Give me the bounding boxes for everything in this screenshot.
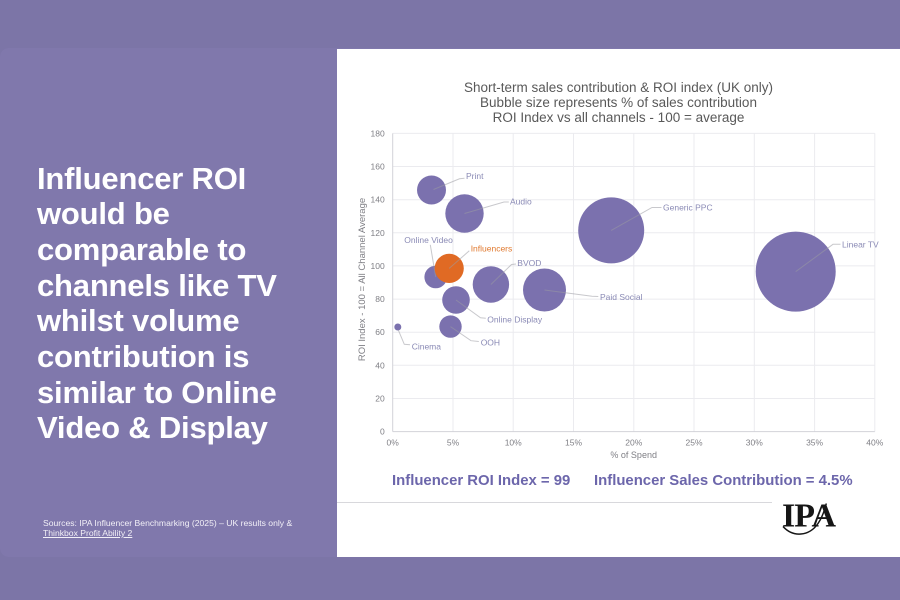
svg-text:140: 140 bbox=[371, 195, 385, 205]
svg-text:0: 0 bbox=[380, 427, 385, 437]
svg-text:Online Display: Online Display bbox=[487, 315, 543, 325]
svg-text:ROI Index - 100 = All Channel: ROI Index - 100 = All Channel Average bbox=[357, 198, 368, 361]
svg-text:180: 180 bbox=[371, 128, 385, 138]
svg-text:BVOD: BVOD bbox=[517, 258, 541, 268]
svg-text:40: 40 bbox=[375, 360, 385, 370]
svg-text:Cinema: Cinema bbox=[412, 342, 442, 352]
svg-text:Online Video: Online Video bbox=[404, 235, 453, 245]
svg-text:15%: 15% bbox=[565, 438, 582, 448]
svg-text:Paid Social: Paid Social bbox=[600, 292, 643, 302]
svg-text:Generic PPC: Generic PPC bbox=[663, 203, 713, 213]
svg-text:20: 20 bbox=[375, 394, 385, 404]
svg-text:Audio: Audio bbox=[510, 197, 532, 207]
svg-text:5%: 5% bbox=[447, 438, 460, 448]
svg-text:10%: 10% bbox=[505, 438, 522, 448]
svg-text:60: 60 bbox=[375, 327, 385, 337]
svg-text:80: 80 bbox=[375, 294, 385, 304]
svg-text:40%: 40% bbox=[866, 438, 883, 448]
svg-text:35%: 35% bbox=[806, 438, 823, 448]
svg-text:IPA: IPA bbox=[782, 498, 836, 535]
svg-text:% of Spend: % of Spend bbox=[610, 450, 657, 460]
svg-text:Influencers: Influencers bbox=[471, 244, 513, 254]
svg-text:25%: 25% bbox=[685, 438, 702, 448]
svg-text:20%: 20% bbox=[625, 438, 642, 448]
svg-text:30%: 30% bbox=[746, 438, 763, 448]
svg-text:Linear TV: Linear TV bbox=[842, 240, 879, 250]
svg-text:Print: Print bbox=[466, 171, 484, 181]
svg-text:100: 100 bbox=[371, 261, 385, 271]
svg-text:OOH: OOH bbox=[481, 338, 500, 348]
svg-text:160: 160 bbox=[371, 162, 385, 172]
svg-text:0%: 0% bbox=[387, 438, 400, 448]
svg-text:120: 120 bbox=[371, 228, 385, 238]
